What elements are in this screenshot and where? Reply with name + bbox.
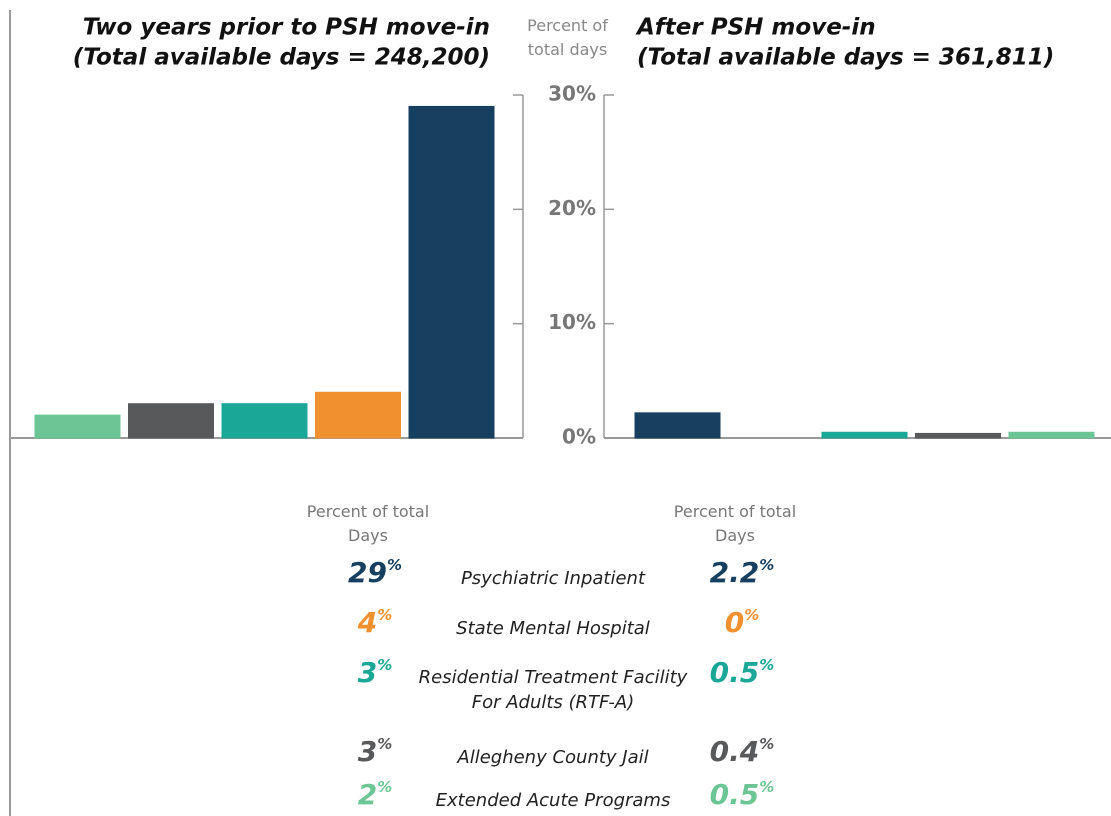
y-tick-label: 20% <box>548 196 596 220</box>
bar <box>1008 431 1095 439</box>
y-axis-label: Percent of total days <box>527 16 608 59</box>
panel-title: Two years prior to PSH move-in <box>83 15 490 41</box>
value-label: 0.5% <box>709 777 775 811</box>
bar <box>634 412 721 439</box>
value-label: 4% <box>357 605 393 639</box>
category-label: Allegheny County Jail <box>457 746 649 768</box>
category-label: Residential Treatment Facility For Adult… <box>418 667 688 713</box>
bar <box>821 431 908 439</box>
panel-subtitle: (Total available days = 361,811) <box>637 45 1054 71</box>
panel-subtitle: (Total available days = 248,200) <box>73 45 490 71</box>
value-label: 3% <box>357 655 393 689</box>
y-tick-label: 30% <box>548 82 596 106</box>
y-tick-label: 10% <box>548 310 596 334</box>
bar <box>128 403 214 439</box>
value-label: 3% <box>357 734 393 768</box>
y-tick-label: 0% <box>562 425 596 449</box>
bar <box>221 403 308 439</box>
bar <box>34 414 121 439</box>
column-label: Percent of total Days <box>673 502 797 545</box>
value-label: 2.2% <box>709 555 775 589</box>
axis-label-box: Percent of total days <box>527 16 608 59</box>
value-label: 0.5% <box>709 655 775 689</box>
value-label: 0.4% <box>709 734 775 768</box>
value-label: 29% <box>348 555 402 589</box>
value-label: 2% <box>357 777 393 811</box>
category-label: Extended Acute Programs <box>435 789 671 811</box>
category-label: State Mental Hospital <box>456 617 650 639</box>
bar <box>915 432 1001 439</box>
value-label: 0% <box>724 605 760 639</box>
bar <box>315 391 401 439</box>
bar <box>408 105 495 439</box>
column-label: Percent of total Days <box>306 502 430 545</box>
panel-title: After PSH move-in <box>635 15 876 41</box>
category-label: Psychiatric Inpatient <box>460 567 646 589</box>
